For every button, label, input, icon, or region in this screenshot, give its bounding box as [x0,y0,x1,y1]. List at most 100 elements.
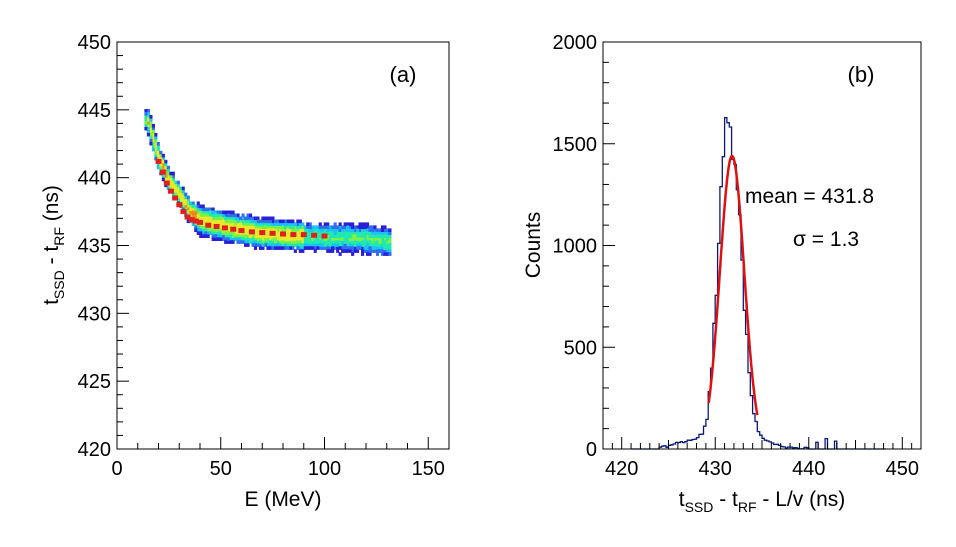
heatmap-cell [186,198,190,203]
heatmap-cell [256,219,260,224]
heatmap-cell [273,222,277,226]
heatmap-cell [288,240,292,244]
heatmap-cell [268,222,272,226]
heatmap-cell [166,165,170,170]
heatmap-cell [226,228,230,232]
heatmap-cell [249,222,253,226]
heatmap-cell [263,231,267,235]
heatmap-cell [286,231,290,235]
heatmap-cell [318,222,322,226]
heatmap-cell [206,234,210,238]
heatmap-cell [388,228,392,232]
heatmap-cell [346,246,350,250]
heatmap-cell [154,150,158,155]
heatmap-cell [174,183,178,188]
heatmap-cell [246,213,250,218]
heatmap-cell [348,249,352,253]
heatmap-cell [199,228,203,232]
heatmap-cell [171,180,175,185]
heatmap-cell [219,234,223,238]
heatmap-cell [363,234,367,238]
heatmap-cell [328,225,332,229]
heatmap-cell [383,234,387,238]
heatmap-cell [383,225,387,229]
heatmap-cell [361,243,365,247]
heatmap-cell [234,213,238,218]
x-tick-label-a: 100 [308,458,341,480]
heatmap-cell [224,231,228,235]
heatmap-cell [244,240,248,244]
heatmap-cell [226,237,230,241]
heatmap-cell [296,222,300,226]
heatmap-cell [226,231,230,235]
heatmap-cell [306,228,310,232]
x-axis-label-b-base: t [679,488,685,511]
heatmap-cell [176,180,180,185]
heatmap-cell [351,222,355,226]
heatmap-cell [204,210,208,215]
heatmap-cell [149,115,153,119]
heatmap-cell [201,228,205,232]
heatmap-cell [221,234,225,238]
profile-point [167,188,174,194]
heatmap-cell [214,219,218,224]
heatmap-cell [224,219,228,224]
heatmap-cell [204,207,208,212]
heatmap-cell [306,234,310,238]
heatmap-cell [358,234,362,238]
gaussian-fit-line [707,154,759,416]
heatmap-cell [231,213,235,218]
heatmap-cell [303,243,307,247]
y-axis-label-a-sub1: SSD [51,270,67,299]
heatmap-cell [288,231,292,235]
heatmap-cell [328,246,332,250]
profile-point [163,180,170,186]
heatmap-cell [261,237,265,241]
heatmap-cell [151,144,155,149]
heatmap-cell [338,231,342,235]
heatmap-cell [246,216,250,221]
heatmap-cell [236,228,240,232]
heatmap-cell [388,231,392,235]
heatmap-cell [341,228,345,232]
heatmap-cell [144,123,148,128]
heatmap-cell [331,243,335,247]
heatmap-cell [194,204,198,209]
x-axis-label-b-tail: - L/v (ns) [757,488,846,511]
heatmap-cell [358,228,362,232]
heatmap-cell [216,234,220,238]
heatmap-cell [211,237,215,241]
heatmap-cell [286,234,290,238]
heatmap-cell [338,240,342,244]
heatmap-cell [316,231,320,235]
heatmap-cell [266,240,270,244]
heatmap-cell [244,219,248,224]
heatmap-cell [244,231,248,235]
heatmap-cell [278,243,282,247]
heatmap-cell [378,231,382,235]
heatmap-cell [296,219,300,224]
heatmap-cell [296,228,300,232]
heatmap-cell [246,228,250,232]
heatmap-cell [271,222,275,226]
heatmap-cell [306,231,310,235]
heatmap-cell [316,228,320,232]
heatmap-cell [326,225,330,229]
heatmap-cell [288,219,292,224]
heatmap-cell [234,231,238,235]
heatmap-cell [189,213,193,218]
heatmap-cell [388,252,392,256]
x-tick-label-b: 440 [792,458,825,480]
heatmap-cell [229,216,233,221]
heatmap-cell [236,234,240,238]
heatmap-cell [380,237,384,241]
heatmap-cell [184,195,188,200]
profile-points [155,158,328,239]
heatmap-cell [356,225,360,229]
heatmap-cell [271,225,275,229]
heatmap-cell [164,174,168,179]
heatmap-cell [291,225,295,229]
heatmap-cell [333,231,337,235]
heatmap-cell [258,225,262,229]
heatmap-cell [281,246,285,250]
